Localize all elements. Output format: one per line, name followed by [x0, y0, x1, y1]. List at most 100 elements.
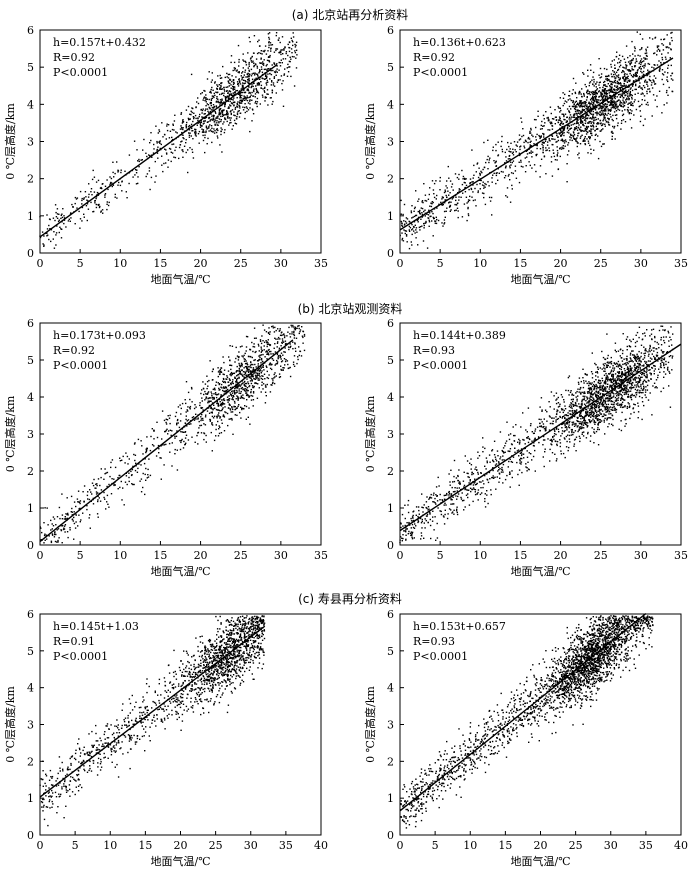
data-point	[253, 64, 255, 67]
data-point	[575, 139, 577, 141]
data-point	[281, 89, 284, 91]
data-point	[644, 58, 646, 60]
data-point	[241, 79, 243, 81]
data-point	[623, 85, 626, 87]
data-point	[80, 519, 82, 521]
data-point	[238, 102, 241, 104]
data-point	[156, 152, 159, 154]
data-point	[605, 110, 607, 112]
data-point	[458, 199, 460, 201]
data-point	[114, 466, 117, 469]
data-point	[220, 403, 223, 405]
data-point	[171, 128, 174, 131]
data-point	[251, 78, 254, 80]
data-point	[568, 125, 571, 127]
data-point	[401, 225, 404, 227]
data-point	[267, 50, 269, 52]
data-point	[511, 161, 513, 164]
data-point	[408, 230, 411, 232]
data-point	[522, 128, 524, 130]
data-point	[253, 368, 255, 371]
data-point	[299, 330, 301, 333]
data-point	[104, 194, 106, 196]
data-point	[46, 235, 48, 237]
data-point	[510, 164, 512, 166]
data-point	[615, 89, 617, 91]
data-point	[55, 533, 57, 536]
data-point	[257, 368, 259, 370]
data-point	[269, 362, 271, 364]
data-point	[492, 174, 494, 176]
data-point	[240, 369, 243, 371]
data-point	[56, 208, 59, 210]
data-point	[188, 129, 191, 131]
data-point	[444, 190, 447, 193]
data-point	[204, 99, 206, 102]
data-point	[220, 394, 223, 396]
data-point	[199, 124, 202, 127]
data-point	[216, 128, 218, 130]
data-point	[273, 62, 276, 64]
data-point	[432, 212, 434, 215]
x-tick-label: 10	[113, 549, 127, 562]
data-point	[280, 345, 282, 347]
data-point	[488, 161, 490, 164]
data-point	[51, 534, 54, 536]
data-point	[209, 400, 212, 402]
data-point	[588, 110, 590, 113]
data-point	[206, 121, 209, 123]
data-point	[235, 392, 237, 394]
data-point	[137, 176, 139, 178]
data-point	[280, 334, 283, 337]
data-point	[630, 112, 632, 115]
data-point	[179, 404, 181, 406]
data-point	[568, 90, 571, 92]
data-point	[536, 153, 538, 156]
data-point	[111, 185, 113, 188]
data-point	[107, 204, 110, 207]
data-point	[536, 133, 538, 136]
data-point	[252, 350, 254, 353]
data-point	[527, 141, 529, 144]
data-point	[219, 87, 221, 89]
data-point	[200, 93, 202, 95]
data-point	[219, 373, 221, 375]
data-point	[495, 149, 497, 152]
data-point	[180, 112, 183, 114]
data-point	[200, 109, 202, 111]
data-point	[246, 99, 249, 102]
data-point	[287, 71, 290, 73]
data-point	[531, 167, 533, 169]
data-point	[540, 158, 543, 160]
data-point	[266, 59, 269, 62]
x-tick-label: 30	[634, 257, 648, 270]
data-point	[135, 169, 137, 171]
data-point	[640, 63, 642, 66]
data-point	[568, 375, 571, 377]
data-point	[262, 364, 264, 367]
data-point	[241, 373, 243, 375]
data-point	[563, 142, 566, 144]
data-point	[597, 376, 599, 378]
data-point	[120, 171, 122, 174]
data-point	[576, 97, 578, 99]
data-point	[428, 225, 430, 227]
data-point	[218, 432, 221, 435]
data-point	[109, 184, 111, 186]
data-point	[242, 106, 244, 108]
data-point	[225, 387, 227, 389]
data-point	[662, 44, 665, 46]
data-point	[204, 136, 206, 139]
data-point	[97, 516, 99, 518]
data-point	[190, 386, 193, 389]
data-point	[626, 64, 628, 67]
data-point	[515, 144, 517, 146]
data-point	[240, 387, 243, 390]
data-point	[445, 185, 447, 187]
data-point	[265, 68, 267, 70]
data-point	[663, 38, 666, 40]
data-point	[185, 151, 187, 154]
data-point	[588, 105, 591, 108]
data-point	[52, 516, 55, 518]
data-point	[417, 244, 419, 246]
